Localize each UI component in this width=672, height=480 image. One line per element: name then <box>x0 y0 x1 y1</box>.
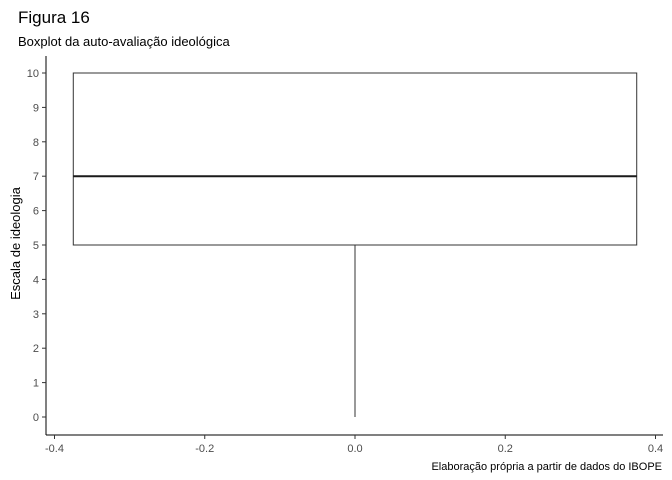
y-tick-label: 0 <box>33 412 39 424</box>
y-axis-title: Escala de ideologia <box>8 186 23 300</box>
x-axis-ticks: -0.4 -0.2 0.0 0.2 0.4 <box>45 435 663 455</box>
plot-area: 0 1 2 3 4 5 6 7 8 9 10 -0.4 -0.2 0.0 0.2 0.4 <box>27 56 663 455</box>
y-tick-label: 9 <box>33 102 39 114</box>
x-tick-label: 0.4 <box>648 443 663 455</box>
y-tick-label: 5 <box>33 240 39 252</box>
y-tick-label: 3 <box>33 309 39 321</box>
y-axis-ticks: 0 1 2 3 4 5 6 7 8 9 10 <box>27 68 46 424</box>
box-iqr <box>72 72 638 246</box>
x-tick-label: -0.4 <box>45 443 64 455</box>
x-tick-label: -0.2 <box>195 443 214 455</box>
y-tick-label: 2 <box>33 343 39 355</box>
chart-subtitle: Boxplot da auto-avaliação ideológica <box>18 34 231 49</box>
x-tick-label: 0.0 <box>347 443 362 455</box>
y-tick-label: 8 <box>33 137 39 149</box>
x-tick-label: 0.2 <box>498 443 513 455</box>
chart-caption: Elaboração própria a partir de dados do … <box>431 461 662 473</box>
y-tick-label: 4 <box>33 274 39 286</box>
chart-title: Figura 16 <box>18 8 90 27</box>
y-tick-label: 6 <box>33 206 39 218</box>
y-tick-label: 10 <box>27 68 39 80</box>
y-tick-label: 7 <box>33 171 39 183</box>
y-tick-label: 1 <box>33 378 39 390</box>
